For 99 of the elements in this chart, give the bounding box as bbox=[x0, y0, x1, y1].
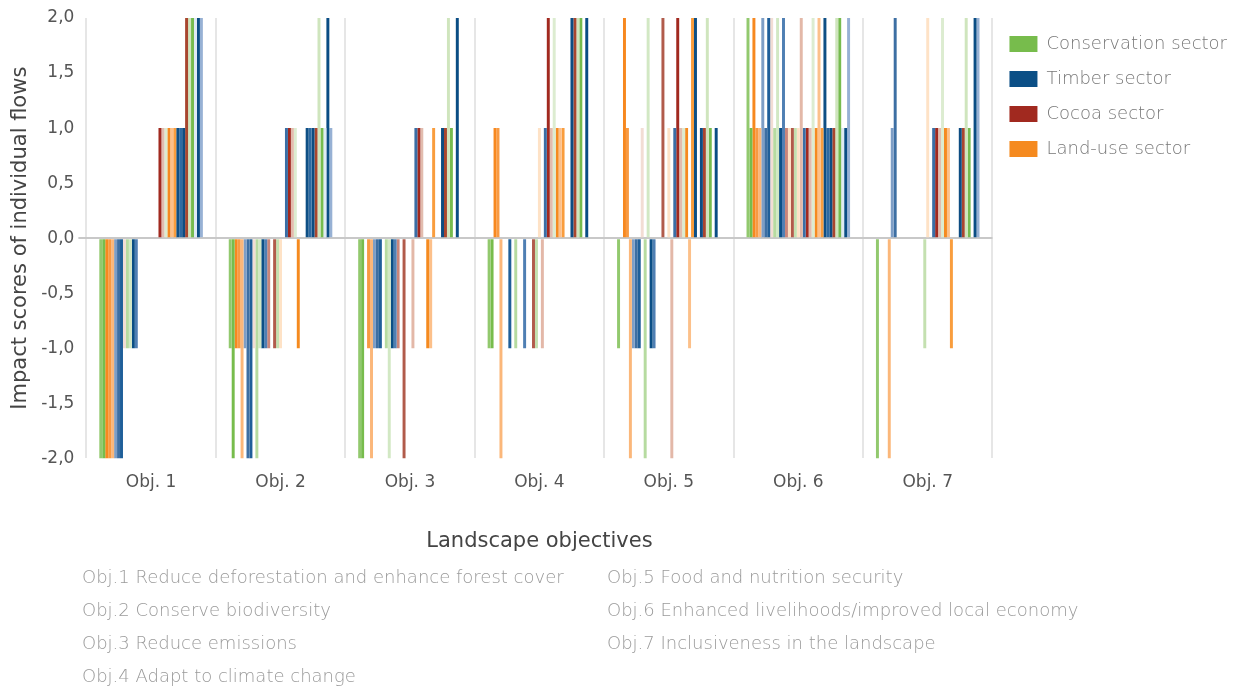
x-tick-label: Obj. 2 bbox=[255, 471, 306, 492]
y-tick-label: -1,5 bbox=[41, 391, 75, 412]
bar bbox=[255, 239, 259, 459]
bar bbox=[667, 128, 671, 238]
bar bbox=[773, 128, 777, 238]
y-tick-label: 0,5 bbox=[47, 171, 75, 192]
bar bbox=[782, 18, 785, 238]
bar bbox=[847, 18, 851, 238]
bar bbox=[402, 239, 406, 459]
bar bbox=[799, 18, 803, 238]
bar bbox=[887, 239, 891, 459]
bar bbox=[776, 18, 780, 238]
text: Obj.1 Reduce deforestation and enhance forest cover bbox=[82, 565, 565, 589]
bar bbox=[231, 239, 235, 459]
y-tick-label: 0,0 bbox=[47, 226, 75, 247]
bar bbox=[814, 128, 818, 238]
text: Obj.4 Adapt to climate change bbox=[82, 664, 357, 686]
bar bbox=[714, 128, 718, 238]
bar bbox=[949, 239, 953, 349]
y-tick-label: -1,0 bbox=[41, 336, 75, 357]
text: Obj.5 Food and nutrition security bbox=[607, 565, 905, 589]
bar bbox=[628, 239, 632, 459]
bar bbox=[676, 18, 680, 238]
bar bbox=[446, 18, 450, 238]
bar bbox=[875, 239, 879, 459]
bar bbox=[967, 128, 971, 238]
bar bbox=[625, 128, 629, 238]
bar bbox=[585, 18, 589, 238]
x-tick-label: Obj. 7 bbox=[902, 471, 953, 492]
bar bbox=[523, 239, 527, 349]
bar bbox=[243, 239, 247, 349]
bar bbox=[540, 239, 544, 349]
bar bbox=[252, 239, 256, 349]
bar bbox=[823, 18, 827, 238]
bar bbox=[890, 128, 894, 238]
bar bbox=[708, 128, 712, 238]
bar bbox=[411, 239, 415, 349]
bar bbox=[749, 128, 753, 238]
bar bbox=[326, 18, 330, 238]
bar bbox=[705, 18, 709, 238]
bar bbox=[499, 239, 503, 459]
bar bbox=[673, 128, 677, 238]
bar bbox=[643, 239, 647, 459]
text: Obj.7 Inclusiveness in the landscape bbox=[607, 631, 937, 655]
x-tick-label: Obj. 3 bbox=[384, 471, 436, 492]
bar bbox=[543, 128, 547, 238]
bar bbox=[552, 18, 556, 238]
y-tick-label: 1,0 bbox=[47, 116, 75, 137]
x-tick-label: Obj. 4 bbox=[514, 471, 565, 492]
y-tick-label: 2,0 bbox=[47, 6, 75, 27]
bar bbox=[923, 239, 927, 349]
bar bbox=[296, 239, 300, 349]
text: Obj.3 Reduce emissions bbox=[82, 631, 298, 655]
legend-label: Cocoa sector bbox=[1046, 101, 1165, 123]
bar bbox=[622, 18, 626, 238]
text: Obj.2 Conserve biodiversity bbox=[82, 598, 332, 622]
bar bbox=[240, 239, 244, 459]
bar bbox=[752, 18, 756, 238]
x-axis-title: Landscape objectives bbox=[426, 527, 653, 552]
bar bbox=[617, 239, 621, 349]
x-tick-label: Obj. 1 bbox=[125, 471, 177, 492]
bar bbox=[455, 18, 459, 238]
bar bbox=[640, 128, 644, 238]
x-tick-label: Obj. 5 bbox=[643, 471, 695, 492]
legend-label: Timber sector bbox=[1046, 66, 1172, 88]
bar bbox=[387, 239, 391, 459]
bar bbox=[779, 128, 783, 238]
bar bbox=[228, 239, 232, 349]
bar bbox=[926, 18, 930, 238]
bar bbox=[432, 128, 436, 238]
legend-label: Land-use sector bbox=[1046, 136, 1191, 158]
bar bbox=[941, 18, 945, 238]
y-tick-label: -2,0 bbox=[41, 446, 75, 467]
bar bbox=[329, 128, 333, 238]
bar bbox=[537, 128, 541, 238]
text: Obj.6 Enhanced livelihoods/improved local economy bbox=[607, 598, 1079, 622]
x-tick-label: Obj. 6 bbox=[773, 471, 824, 492]
bar bbox=[764, 128, 768, 238]
bar bbox=[646, 18, 650, 238]
bar bbox=[384, 239, 388, 349]
y-tick-label: -0,5 bbox=[41, 281, 75, 302]
bar bbox=[514, 239, 518, 349]
bar bbox=[546, 18, 550, 238]
bar bbox=[370, 239, 373, 459]
bar bbox=[661, 18, 665, 238]
bar bbox=[549, 128, 553, 238]
bar bbox=[811, 18, 815, 238]
y-axis-title: Impact scores of individual flows bbox=[7, 66, 32, 410]
bar bbox=[670, 239, 674, 459]
bar bbox=[508, 239, 512, 349]
bar bbox=[893, 18, 897, 238]
bar bbox=[449, 128, 453, 238]
y-tick-label: 1,5 bbox=[47, 61, 75, 82]
bar bbox=[964, 18, 968, 238]
bar bbox=[820, 128, 824, 238]
legend-label: Conservation sector bbox=[1046, 31, 1228, 53]
bar bbox=[688, 239, 692, 349]
bar bbox=[761, 18, 765, 238]
bar bbox=[367, 239, 371, 349]
